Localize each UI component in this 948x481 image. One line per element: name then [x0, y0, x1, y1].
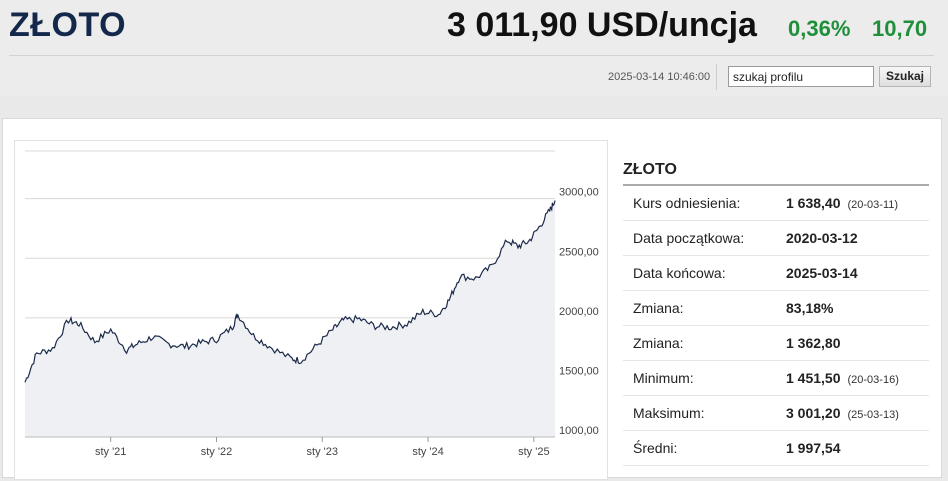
info-row: Data końcowa: 2025-03-14 [623, 256, 929, 291]
y-tick-label: 2500,00 [559, 246, 599, 258]
info-row: Minimum: 1 451,50 (20-03-16) [623, 361, 929, 396]
row-value: 1 362,80 [786, 335, 841, 351]
row-value: 3 001,20 (25-03-13) [786, 405, 899, 421]
row-label: Data końcowa: [633, 265, 726, 281]
row-label: Zmiana: [633, 335, 684, 351]
info-row: Data początkowa: 2020-03-12 [623, 221, 929, 256]
y-tick-label: 1500,00 [559, 365, 599, 377]
y-tick-label: 2000,00 [559, 306, 599, 318]
chart-svg: 3000,00 2500,00 2000,00 1500,00 1000,00 sty '… [24, 150, 599, 458]
timestamp: 2025-03-14 10:46:00 [608, 71, 711, 83]
row-label: Maksimum: [633, 405, 705, 421]
price-chart: 3000,00 2500,00 2000,00 1500,00 1000,00 sty '… [14, 140, 608, 480]
row-date: (25-03-13) [847, 409, 899, 421]
series-area [25, 200, 555, 437]
header-divider [9, 55, 934, 56]
change-percent: 0,36% [788, 16, 851, 41]
row-value: 83,18% [786, 300, 834, 316]
search-input[interactable] [728, 66, 874, 87]
row-label: Kurs odniesienia: [633, 195, 741, 211]
x-tick-label: sty '23 [307, 446, 338, 458]
info-row: Kurs odniesienia: 1 638,40 (20-03-11) [623, 186, 929, 221]
change-value: 10,70 [872, 16, 928, 41]
row-value: 2025-03-14 [786, 265, 858, 281]
x-tick-label: sty '22 [201, 446, 232, 458]
row-value: 1 451,50 (20-03-16) [786, 370, 899, 386]
info-table: ZŁOTO Kurs odniesienia: 1 638,40 (20-03-11… [623, 156, 929, 466]
y-tick-label: 1000,00 [559, 425, 599, 437]
vertical-divider [716, 64, 717, 90]
info-row: Średni: 1 997,54 [623, 431, 929, 466]
header-bar: ZŁOTO 3 011,90 USD/uncja 0,36% 10,70 202… [0, 0, 948, 96]
row-date: (20-03-16) [847, 374, 899, 386]
info-row: Zmiana: 1 362,80 [623, 326, 929, 361]
row-label: Średni: [633, 440, 678, 456]
row-value: 2020-03-12 [786, 230, 858, 246]
x-tick-label: sty '24 [412, 446, 443, 458]
row-label: Data początkowa: [633, 230, 745, 246]
row-date: (20-03-11) [847, 199, 899, 211]
info-row: Zmiana: 83,18% [623, 291, 929, 326]
info-title: ZŁOTO [623, 156, 929, 186]
row-label: Zmiana: [633, 300, 684, 316]
row-value: 1 997,54 [786, 440, 841, 456]
x-tick-label: sty '25 [518, 446, 549, 458]
y-tick-label: 3000,00 [559, 187, 599, 199]
row-value: 1 638,40 (20-03-11) [786, 195, 899, 211]
price-value: 3 011,90 USD/uncja [447, 6, 757, 44]
row-label: Minimum: [633, 370, 694, 386]
info-row: Maksimum: 3 001,20 (25-03-13) [623, 396, 929, 431]
x-tick-label: sty '21 [95, 446, 126, 458]
search-button[interactable]: Szukaj [879, 66, 931, 87]
series-line [24, 200, 556, 383]
page-title: ZŁOTO [9, 6, 127, 44]
